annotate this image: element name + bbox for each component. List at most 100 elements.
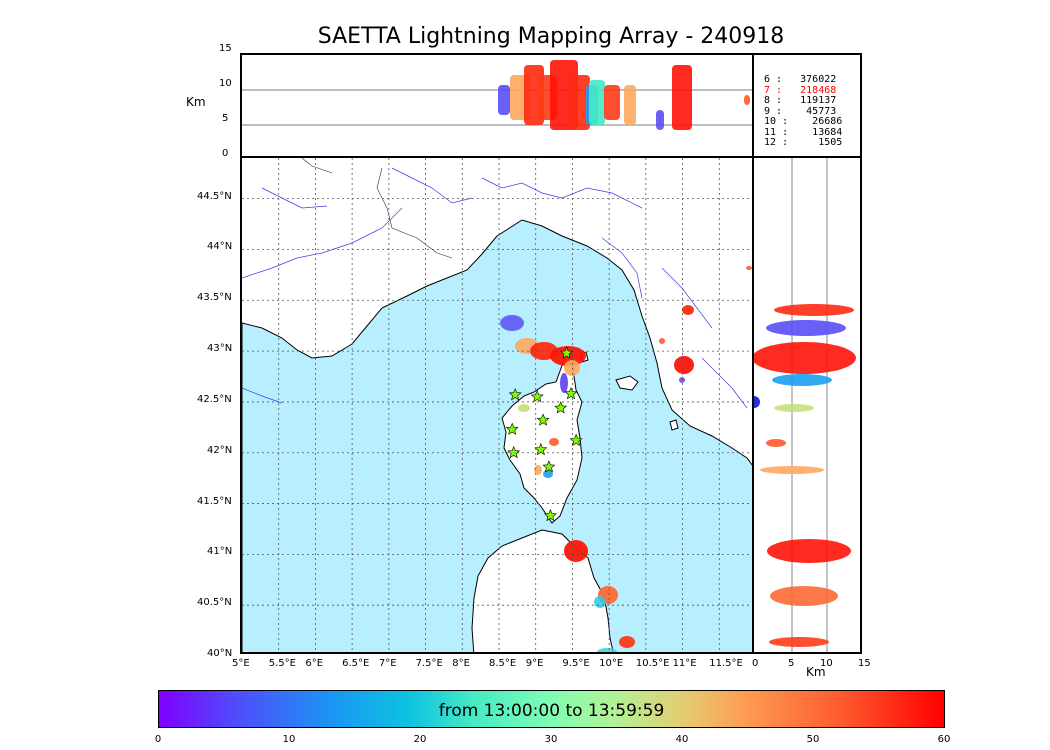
latitude-tick: 40°N bbox=[207, 648, 233, 659]
top-ytick: 5 bbox=[222, 113, 229, 124]
top-lightning-cluster bbox=[498, 85, 510, 115]
station-count-row-highlight: 7 : 218468 bbox=[764, 84, 837, 96]
side-lightning-cluster bbox=[766, 439, 786, 447]
rivers bbox=[242, 167, 748, 409]
altitude-latitude-plot bbox=[754, 158, 856, 652]
top-panel-ylabel: Km bbox=[186, 95, 206, 109]
star-icon bbox=[507, 445, 521, 459]
station-count-row: 8 : 119137 bbox=[764, 95, 837, 106]
side-panel-xlabel: Km bbox=[806, 665, 826, 679]
country-borders bbox=[301, 158, 453, 259]
lightning-cluster bbox=[679, 377, 685, 383]
side-xtick: 5 bbox=[788, 658, 795, 669]
side-xtick: 0 bbox=[752, 658, 759, 669]
lightning-map bbox=[242, 158, 752, 652]
latitude-tick: 40.5°N bbox=[197, 597, 232, 609]
side-lightning-cluster bbox=[774, 304, 854, 316]
lightning-cluster bbox=[682, 305, 694, 315]
side-lightning-cluster bbox=[767, 539, 851, 563]
top-lightning-cluster bbox=[656, 110, 664, 130]
chart-title: SAETTA Lightning Mapping Array - 240918 bbox=[317, 24, 785, 49]
star-icon bbox=[534, 442, 548, 456]
latitude-tick: 42°N bbox=[207, 444, 233, 456]
side-lightning-cluster bbox=[760, 466, 824, 474]
map-gridlines bbox=[242, 158, 752, 652]
top-lightning-cluster bbox=[589, 80, 605, 125]
side-lightning-cluster bbox=[754, 396, 760, 408]
latitude-tick: 44°N bbox=[207, 241, 233, 253]
station-count-row: 12 : 1505 bbox=[764, 137, 843, 148]
side-xtick: 10 bbox=[820, 658, 833, 669]
top-lightning-cluster bbox=[604, 85, 620, 120]
star-icon bbox=[505, 422, 519, 435]
star-icon bbox=[554, 401, 568, 414]
star-icon bbox=[530, 390, 544, 403]
star-icon bbox=[560, 346, 574, 359]
station-markers bbox=[505, 346, 583, 522]
longitude-tick: 6.5°E bbox=[342, 658, 370, 669]
colorbar-label: from 13:00:00 to 13:59:59 bbox=[438, 701, 665, 721]
latitude-tick: 43.5°N bbox=[197, 292, 232, 304]
lightning-cluster bbox=[549, 438, 559, 446]
longitude-tick: 5°E bbox=[232, 658, 250, 669]
top-ytick: 0 bbox=[222, 148, 229, 159]
top-lightning-cluster bbox=[672, 65, 692, 130]
longitude-tick: 9.5°E bbox=[562, 658, 590, 669]
corsica-island bbox=[501, 353, 583, 524]
lightning-cluster bbox=[534, 465, 542, 475]
station-count-list: 6 : 376022 7 : 218468 8 : 119137 9 : 457… bbox=[764, 74, 843, 149]
longitude-tick: 10.5°E bbox=[635, 658, 670, 669]
map-panel bbox=[240, 156, 754, 654]
side-lightning-cluster bbox=[754, 342, 856, 374]
colorbar-tick: 0 bbox=[154, 734, 162, 745]
latitude-tick: 42.5°N bbox=[197, 393, 232, 405]
star-icon bbox=[543, 508, 557, 522]
time-colorbar: from 13:00:00 to 13:59:59 bbox=[158, 690, 945, 728]
top-lightning-cluster bbox=[570, 75, 590, 130]
longitude-tick: 8°E bbox=[452, 658, 470, 669]
station-count-row: 6 : 376022 bbox=[764, 74, 837, 85]
longitude-tick: 11.5°E bbox=[709, 658, 743, 669]
station-count-panel: 6 : 376022 7 : 218468 8 : 119137 9 : 457… bbox=[752, 53, 862, 158]
star-icon bbox=[508, 388, 522, 401]
star-icon bbox=[542, 460, 556, 473]
colorbar-tick: 40 bbox=[675, 734, 689, 745]
lightning-cluster bbox=[597, 648, 617, 652]
colorbar-tick: 10 bbox=[282, 734, 296, 745]
longitude-tick: 10°E bbox=[599, 658, 624, 669]
side-lightning-cluster bbox=[774, 404, 814, 412]
station-count-row: 10 : 26686 bbox=[764, 116, 843, 127]
lightning-cluster bbox=[659, 338, 665, 344]
lightning-cluster bbox=[564, 360, 580, 376]
lightning-cluster bbox=[500, 315, 524, 331]
lightning-cluster bbox=[564, 540, 588, 562]
lightning-cluster bbox=[674, 356, 694, 374]
star-icon bbox=[569, 433, 583, 447]
longitude-tick: 9°E bbox=[525, 658, 544, 669]
altitude-latitude-panel bbox=[752, 156, 862, 654]
latitude-tick: 43°N bbox=[207, 343, 233, 355]
latitude-tick: 41.5°N bbox=[197, 495, 232, 507]
longitude-tick: 7°E bbox=[378, 658, 397, 669]
lightning-cluster bbox=[594, 596, 606, 608]
side-lightning-cluster bbox=[769, 637, 829, 647]
side-lightning-cluster bbox=[772, 374, 832, 386]
star-icon bbox=[564, 387, 578, 400]
colorbar-tick: 60 bbox=[937, 734, 951, 745]
station-count-row: 9 : 45773 bbox=[764, 105, 837, 117]
longitude-tick: 6°E bbox=[305, 658, 324, 669]
star-icon bbox=[536, 413, 550, 426]
altitude-longitude-panel bbox=[240, 53, 754, 158]
top-ytick: 15 bbox=[219, 43, 232, 54]
latitude-tick: 41°N bbox=[207, 546, 233, 558]
latitude-tick: 44.5°N bbox=[197, 190, 232, 202]
lightning-cluster bbox=[560, 373, 568, 393]
side-xtick: 15 bbox=[858, 658, 871, 669]
side-lightning-cluster bbox=[770, 586, 838, 606]
longitude-tick: 8.5°E bbox=[489, 658, 517, 669]
longitude-tick: 5.5°E bbox=[268, 658, 296, 669]
top-lightning-cluster bbox=[744, 95, 750, 105]
station-count-row: 11 : 13684 bbox=[764, 126, 843, 138]
longitude-tick: 7.5°E bbox=[415, 658, 443, 669]
lightning-cluster bbox=[518, 404, 530, 412]
